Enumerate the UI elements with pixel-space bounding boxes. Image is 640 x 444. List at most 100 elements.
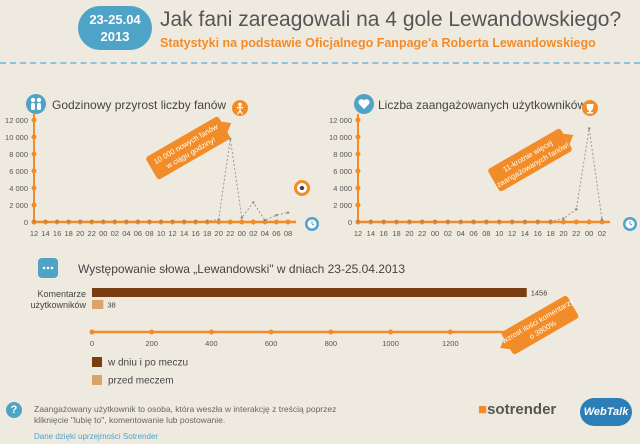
x-tick-label: 14 <box>521 229 529 238</box>
data-point <box>205 220 209 223</box>
legend-swatch <box>92 357 102 367</box>
x-tick-mark <box>227 219 233 225</box>
x-tick-mark <box>250 219 256 225</box>
x-tick-label: 04 <box>457 229 465 238</box>
x-tick-label: 22 <box>418 229 426 238</box>
date-year: 2013 <box>100 29 130 44</box>
data-credit: Dane dzięki uprzejmości Sotrender <box>34 432 159 441</box>
category-label: Komentarze <box>37 289 86 299</box>
data-point <box>148 220 151 223</box>
x-tick-label: 16 <box>534 229 542 238</box>
y-tick-label: 6 000 <box>333 167 352 176</box>
x-tick-mark <box>208 329 214 335</box>
x-tick-label: 10 <box>157 229 165 238</box>
x-tick-mark <box>216 219 222 225</box>
x-tick-label: 200 <box>145 339 158 348</box>
question-icon: ? <box>6 402 22 418</box>
data-point <box>102 220 105 223</box>
date-badge: 23-25.04 2013 <box>78 6 152 50</box>
x-tick-label: 08 <box>482 229 490 238</box>
y-tick-mark <box>355 151 361 157</box>
x-tick-label: 12 <box>354 229 362 238</box>
series-line <box>33 138 289 223</box>
data-point <box>286 211 290 214</box>
x-tick-label: 20 <box>405 229 413 238</box>
data-point <box>472 220 475 223</box>
y-tick-label: 0 <box>348 218 352 227</box>
x-tick-mark <box>586 219 592 225</box>
data-point <box>44 220 47 223</box>
x-tick-mark <box>599 219 605 225</box>
y-tick-label: 2 000 <box>9 201 28 210</box>
x-tick-mark <box>89 329 95 335</box>
data-point <box>32 220 36 223</box>
y-tick-mark <box>355 202 361 208</box>
x-tick-label: 06 <box>272 229 280 238</box>
x-tick-label: 02 <box>249 229 257 238</box>
x-tick-label: 14 <box>367 229 375 238</box>
bar <box>92 300 104 309</box>
data-point <box>171 220 174 223</box>
data-point <box>263 219 267 222</box>
engaged-user-definition: Zaangażowany użytkownik to osoba, która … <box>34 404 337 425</box>
date-range: 23-25.04 <box>89 12 141 27</box>
legend-swatch <box>92 375 102 385</box>
runner-icon <box>232 100 248 116</box>
x-tick-label: 18 <box>64 229 72 238</box>
data-point <box>510 220 514 223</box>
y-tick-label: 6 000 <box>9 167 28 176</box>
y-tick-mark <box>355 185 361 191</box>
x-tick-label: 12 <box>508 229 516 238</box>
y-tick-mark <box>355 117 361 123</box>
y-tick-label: 4 000 <box>333 184 352 193</box>
heart-icon <box>354 94 374 114</box>
x-tick-label: 400 <box>205 339 218 348</box>
people-icon <box>26 94 46 114</box>
x-tick-label: 20 <box>76 229 84 238</box>
x-tick-label: 18 <box>203 229 211 238</box>
data-point <box>229 137 232 140</box>
y-tick-label: 0 <box>24 218 28 227</box>
category-label: użytkowników <box>30 300 86 310</box>
x-tick-label: 02 <box>111 229 119 238</box>
sotrender-logo: ■sotrender <box>478 401 557 418</box>
y-tick-mark <box>31 134 37 140</box>
x-tick-label: 0 <box>90 339 94 348</box>
y-tick-label: 8 000 <box>9 150 28 159</box>
y-tick-label: 2 000 <box>333 201 352 210</box>
data-point <box>78 220 82 223</box>
data-point <box>217 218 220 221</box>
y-tick-mark <box>31 202 37 208</box>
data-point <box>536 220 539 223</box>
page-title: Jak fani zareagowali na 4 gole Lewandows… <box>160 8 622 31</box>
y-tick-label: 4 000 <box>9 184 28 193</box>
x-tick-label: 22 <box>88 229 96 238</box>
bar <box>92 288 527 297</box>
legend-label: w dniu i po meczu <box>107 358 188 369</box>
x-tick-label: 16 <box>380 229 388 238</box>
clock-icon <box>305 217 319 231</box>
speech-bubble-icon <box>38 258 58 278</box>
x-tick-label: 1200 <box>442 339 459 348</box>
data-point <box>240 216 244 219</box>
data-point <box>421 220 424 223</box>
webtalk-logo: WebTalk <box>580 398 632 426</box>
x-tick-label: 600 <box>265 339 278 348</box>
data-point <box>549 220 552 223</box>
x-tick-label: 14 <box>41 229 49 238</box>
x-tick-mark <box>285 219 291 225</box>
data-point <box>587 127 591 130</box>
data-point <box>125 220 128 223</box>
x-tick-label: 16 <box>191 229 199 238</box>
y-tick-label: 10 000 <box>329 133 352 142</box>
x-tick-mark <box>262 219 268 225</box>
y-tick-label: 10 000 <box>5 133 28 142</box>
y-tick-label: 12 000 <box>329 116 352 125</box>
data-point <box>395 220 398 223</box>
data-point <box>459 220 462 223</box>
data-point <box>182 220 186 223</box>
x-tick-mark <box>328 329 334 335</box>
clock-icon <box>623 217 637 231</box>
